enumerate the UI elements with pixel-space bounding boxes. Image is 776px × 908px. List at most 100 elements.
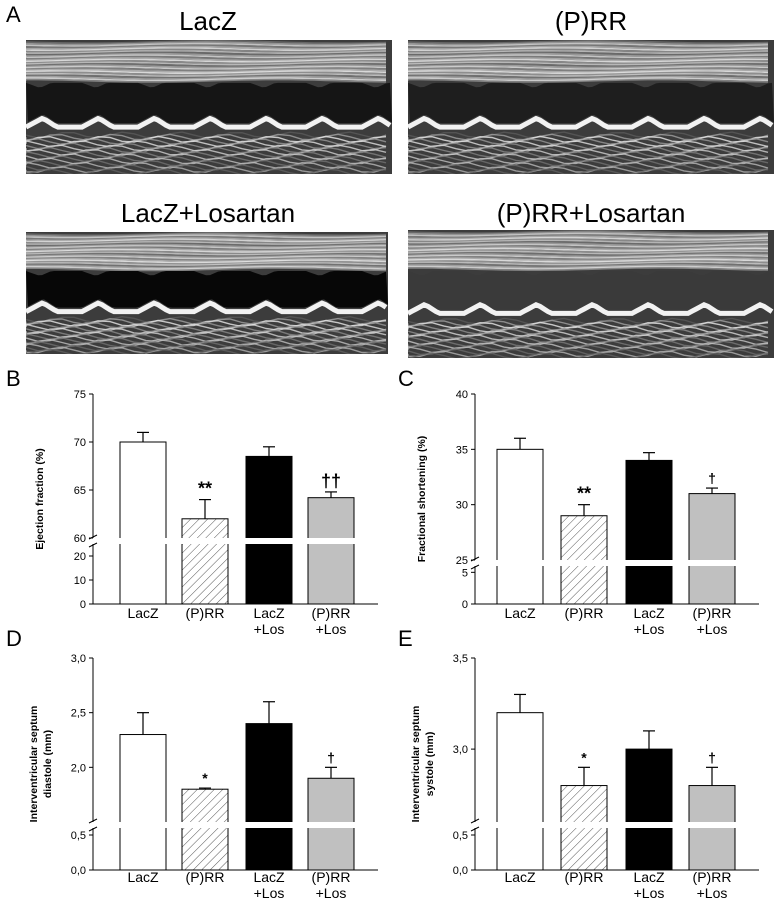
bar [496, 448, 544, 605]
echo-streak [26, 255, 387, 260]
echo-streak [26, 47, 387, 52]
echo-streak [408, 261, 769, 266]
category-label: +Los [697, 621, 728, 637]
echo-streak [408, 60, 769, 65]
echo-streak [408, 239, 769, 244]
category-label: LacZ [253, 869, 285, 885]
y-tick-label: 35 [456, 444, 468, 456]
y-tick-label: 75 [74, 389, 86, 401]
echo-streak [408, 241, 769, 245]
bar [496, 712, 544, 871]
echo-title-prr: (P)RR [554, 6, 628, 36]
echo-streak [408, 246, 768, 251]
category-label: LacZ [633, 605, 665, 621]
echo-streak [26, 72, 387, 77]
y-tick-label: 0 [462, 599, 468, 611]
echo-streak [408, 48, 769, 53]
echo-texture [26, 232, 388, 354]
echo-streak [26, 75, 387, 80]
echo-streak [408, 325, 769, 334]
echo-streak [408, 51, 769, 56]
significance-marker: ** [198, 479, 212, 499]
significance-marker: ** [577, 484, 591, 504]
echo-streak [408, 148, 769, 157]
echo-streak [26, 159, 387, 167]
echo-streak [408, 266, 769, 271]
y-tick-label: 0,0 [453, 865, 468, 877]
echo-streak [26, 45, 387, 50]
echo-streak [26, 51, 387, 56]
y-tick-label: 2,5 [71, 708, 86, 720]
echo-streak [408, 352, 769, 358]
y-tick-label: 3,0 [71, 653, 86, 665]
echo-streak [408, 344, 769, 352]
echo-wall-line [26, 115, 392, 130]
echo-streak [408, 335, 769, 344]
echo-streak [408, 42, 769, 47]
y-tick-label: 60 [74, 533, 86, 545]
echo-streak [26, 239, 387, 244]
significance-marker: †† [321, 471, 341, 491]
echo-streak [26, 74, 387, 79]
echo-streak [26, 242, 387, 247]
echo-streak [26, 235, 387, 240]
echo-streak [408, 230, 769, 234]
y-tick-label: 3,5 [453, 653, 468, 665]
echo-streak [26, 266, 387, 271]
chart-ejection-fraction: ** †† 60 65 70 75 0 10 20 LacZ (P)RR LacZ +Los (P)RR +… [0, 370, 388, 640]
bar [625, 748, 673, 871]
echo-streak [26, 342, 387, 351]
echo-streak [408, 159, 769, 167]
category-label: (P)RR [693, 869, 732, 885]
echo-streak [26, 237, 387, 242]
echo-streak [26, 321, 387, 330]
echo-wall-line [26, 300, 388, 315]
echo-streak [408, 74, 769, 79]
echo-streak [26, 161, 387, 170]
echo-streak [408, 234, 769, 239]
category-label: +Los [254, 885, 285, 901]
panel-letter-d: D [6, 626, 22, 651]
category-label: +Los [634, 885, 665, 901]
echo-streak [26, 50, 387, 54]
echo-streak [26, 250, 387, 255]
chart-septum-systole: * † 3,0 3,5 0,0 0,5 LacZ (P)RR LacZ +Los (P)RR +Los… [392, 630, 776, 908]
echo-streak [26, 65, 387, 70]
echo-streak [26, 241, 387, 246]
echo-lumen [408, 82, 774, 124]
bar [119, 441, 167, 605]
echo-streak [408, 236, 769, 241]
echo-streak [408, 45, 769, 50]
bar [181, 518, 229, 605]
echo-streak [408, 238, 769, 243]
y-tick-label: 0,0 [71, 865, 86, 877]
echo-streak [408, 140, 769, 148]
y-tick-label: 0,5 [71, 830, 86, 842]
category-label: (P)RR [693, 605, 732, 621]
category-label: (P)RR [565, 605, 604, 621]
echo-streak [408, 50, 769, 54]
echo-streak [26, 238, 387, 243]
category-label: (P)RR [186, 605, 225, 621]
category-label: +Los [316, 885, 347, 901]
echo-streak [408, 254, 769, 259]
echo-streak [408, 150, 769, 159]
echo-streak [26, 264, 387, 269]
axis-break-gap [95, 538, 356, 544]
category-label: LacZ [504, 869, 536, 885]
echo-streak [408, 258, 769, 263]
echo-streak [26, 168, 387, 174]
echo-streak [26, 323, 387, 331]
echo-streak [408, 231, 769, 236]
axis-break-mark [470, 564, 480, 570]
category-label: LacZ [127, 869, 159, 885]
echo-streak [26, 55, 387, 60]
echo-streak [26, 251, 387, 256]
category-label: (P)RR [312, 605, 351, 621]
echo-streak [26, 40, 387, 44]
bar [560, 515, 608, 605]
echo-streak [26, 260, 387, 265]
echo-title-prr-losartan: (P)RR+Losartan [496, 198, 686, 228]
echo-streak [408, 54, 769, 59]
